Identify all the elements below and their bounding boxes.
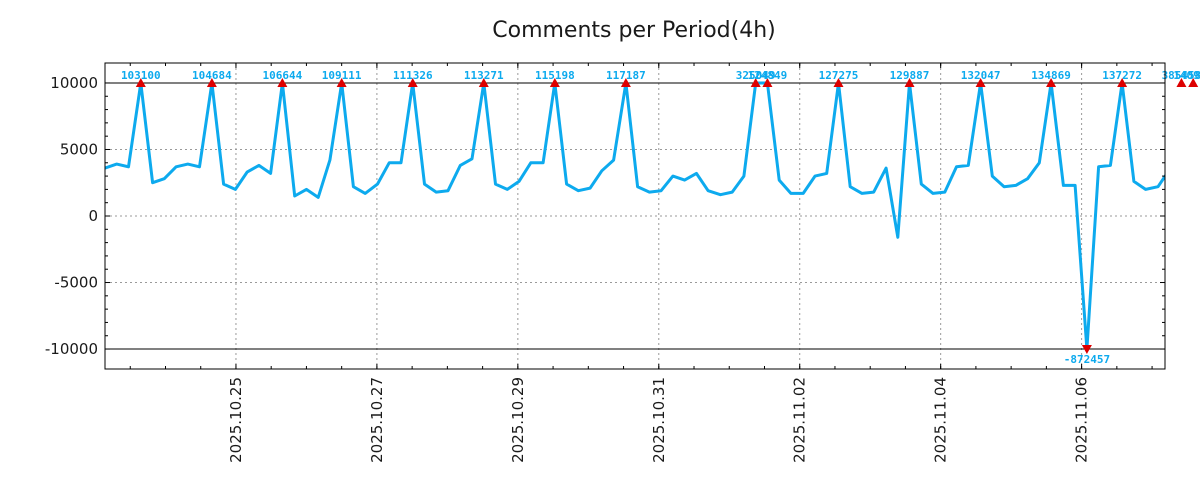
peak-data-label: 124849 bbox=[748, 69, 788, 82]
peak-marker bbox=[407, 77, 418, 87]
peak-marker bbox=[336, 77, 347, 87]
y-tick-label: -5000 bbox=[54, 274, 98, 292]
peak-marker bbox=[1176, 77, 1187, 87]
peak-data-label: 385458 bbox=[1162, 69, 1200, 82]
grid-layer bbox=[105, 63, 1165, 369]
peak-data-label: 132047 bbox=[961, 69, 1001, 82]
peak-marker bbox=[833, 77, 844, 87]
peak-data-label: 129887 bbox=[890, 69, 930, 82]
peak-data-label: 325049 bbox=[736, 69, 776, 82]
peak-marker bbox=[620, 77, 631, 87]
data-label-layer: 103100 104684 106644 109111 111326 113271 1151… bbox=[121, 69, 1200, 366]
chart-title: Comments per Period(4h) bbox=[492, 18, 776, 43]
x-tick-label: 2025.11.06 bbox=[1073, 377, 1091, 463]
peak-data-label: 127275 bbox=[819, 69, 859, 82]
peak-data-label: 109111 bbox=[322, 69, 362, 82]
y-tick-label: -10000 bbox=[45, 340, 98, 358]
x-tick-label: 2025.10.27 bbox=[368, 377, 386, 463]
x-tick-label: 2025.10.29 bbox=[509, 377, 527, 463]
peak-marker bbox=[1117, 77, 1128, 87]
trough-marker bbox=[1081, 345, 1092, 355]
y-tick-label: 10000 bbox=[50, 74, 98, 92]
y-tick-label: 0 bbox=[88, 207, 98, 225]
peak-marker bbox=[1188, 77, 1199, 87]
x-tick-label: 2025.10.25 bbox=[227, 377, 245, 463]
peak-data-label: 117187 bbox=[606, 69, 646, 82]
peak-data-label: 111326 bbox=[393, 69, 433, 82]
x-tick-label: 2025.11.04 bbox=[932, 377, 950, 463]
peak-data-label: 106644 bbox=[262, 69, 302, 82]
peak-data-label: 137272 bbox=[1102, 69, 1142, 82]
peak-data-label: 134869 bbox=[1031, 69, 1071, 82]
peak-data-label: 113271 bbox=[464, 69, 504, 82]
marker-layer bbox=[135, 77, 1199, 355]
peak-marker bbox=[277, 77, 288, 87]
peak-marker bbox=[135, 77, 146, 87]
series-layer bbox=[105, 81, 1165, 351]
peak-data-label: 104684 bbox=[192, 69, 232, 82]
peak-marker bbox=[1046, 77, 1057, 87]
x-tick-label: 2025.11.02 bbox=[791, 377, 809, 463]
series-line-comments bbox=[105, 81, 1165, 351]
y-tick-label: 5000 bbox=[60, 140, 98, 158]
peak-marker bbox=[762, 77, 773, 87]
peak-marker bbox=[904, 77, 915, 87]
peak-marker bbox=[206, 77, 217, 87]
trough-data-label: -872457 bbox=[1064, 353, 1110, 366]
peak-data-label: 103100 bbox=[121, 69, 161, 82]
peak-data-label: 140982 bbox=[1173, 69, 1200, 82]
peak-marker bbox=[975, 77, 986, 87]
peak-marker bbox=[750, 77, 761, 87]
axis-layer: -10000 -5000 0 5000 10000 2025.10.25 2025.10.2… bbox=[45, 63, 1165, 463]
peak-marker bbox=[549, 77, 560, 87]
x-tick-label: 2025.10.31 bbox=[650, 377, 668, 463]
peak-marker bbox=[478, 77, 489, 87]
peak-data-label: 115198 bbox=[535, 69, 575, 82]
